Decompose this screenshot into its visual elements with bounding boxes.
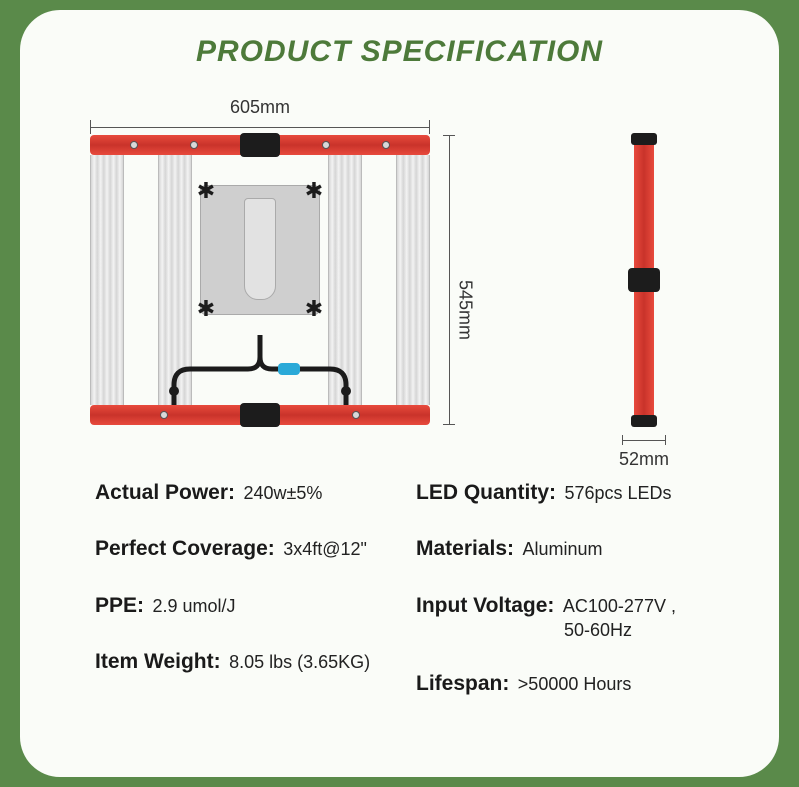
spec-row: Perfect Coverage: 3x4ft@12" (95, 536, 408, 562)
spec-label: LED Quantity: (416, 481, 556, 504)
dimension-width: 605mm (90, 97, 430, 134)
spec-row: Lifespan: >50000 Hours (416, 671, 729, 697)
spec-label: Actual Power: (95, 481, 235, 504)
clip-bottom (240, 403, 280, 427)
dimension-width-label: 605mm (90, 97, 430, 118)
spec-row: Actual Power: 240w±5% (95, 480, 408, 506)
dimension-depth-label: 52mm (612, 449, 676, 470)
spec-row: LED Quantity: 576pcs LEDs (416, 480, 729, 506)
spec-label: PPE: (95, 594, 144, 617)
spec-label: Materials: (416, 537, 514, 560)
rail-top (90, 135, 430, 155)
diagram-area: 605mm ✱ ✱ ✱ ✱ (65, 97, 734, 467)
spec-card: PRODUCT SPECIFICATION 605mm ✱ (20, 10, 779, 777)
dimension-height: 545mm (443, 135, 473, 425)
spec-grid: Actual Power: 240w±5% Perfect Coverage: … (95, 480, 729, 728)
spec-label: Item Weight: (95, 650, 221, 673)
spec-label: Perfect Coverage: (95, 537, 275, 560)
spec-value: Aluminum (523, 539, 603, 559)
spec-value: 3x4ft@12" (283, 539, 367, 559)
spec-row: Item Weight: 8.05 lbs (3.65KG) (95, 649, 408, 675)
spec-row: Input Voltage: AC100-277V , 50-60Hz (416, 593, 729, 642)
rail-bottom (90, 405, 430, 425)
driver-block: ✱ ✱ ✱ ✱ (200, 185, 320, 315)
dimension-depth: 52mm (612, 435, 676, 470)
spec-value: 240w±5% (243, 483, 322, 503)
dimension-height-label: 545mm (455, 280, 476, 340)
spec-value: >50000 Hours (518, 674, 632, 694)
spec-label: Lifespan: (416, 672, 509, 695)
spec-row: PPE: 2.9 umol/J (95, 593, 408, 619)
fixture-front-view: ✱ ✱ ✱ ✱ (90, 135, 430, 425)
page-title: PRODUCT SPECIFICATION (65, 35, 734, 69)
spec-value-line2: 50-60Hz (564, 619, 729, 642)
led-bar (90, 155, 124, 405)
led-bar (396, 155, 430, 405)
spec-label: Input Voltage: (416, 594, 554, 617)
fixture-side-view (634, 135, 654, 425)
clip-top (240, 133, 280, 157)
spec-value: 2.9 umol/J (152, 596, 235, 616)
spec-value: 576pcs LEDs (564, 483, 671, 503)
wiring (160, 335, 360, 405)
dimension-width-line (90, 120, 430, 134)
spec-value: 8.05 lbs (3.65KG) (229, 652, 370, 672)
spec-row: Materials: Aluminum (416, 536, 729, 562)
spec-value: AC100-277V , (563, 596, 676, 616)
